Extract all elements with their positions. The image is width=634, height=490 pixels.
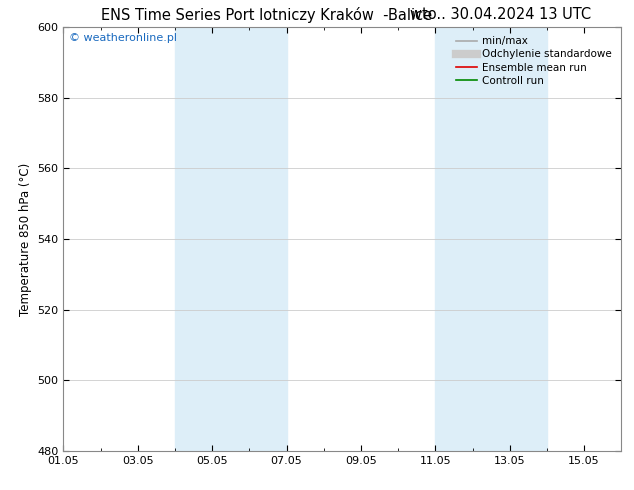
- Bar: [175, 27, 287, 451]
- Legend: min/max, Odchylenie standardowe, Ensemble mean run, Controll run: min/max, Odchylenie standardowe, Ensembl…: [452, 32, 616, 90]
- Bar: [436, 27, 547, 451]
- Y-axis label: Temperature 850 hPa (°C): Temperature 850 hPa (°C): [19, 162, 32, 316]
- Text: © weatheronline.pl: © weatheronline.pl: [69, 33, 177, 43]
- Text: ENS Time Series Port lotniczy Kraków  -Balice: ENS Time Series Port lotniczy Kraków -Ba…: [101, 7, 432, 24]
- Text: wto.. 30.04.2024 13 UTC: wto.. 30.04.2024 13 UTC: [410, 7, 592, 23]
